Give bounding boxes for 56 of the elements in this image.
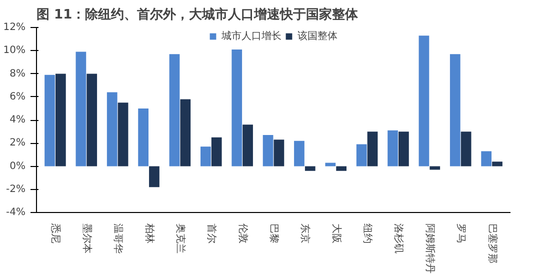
x-tick-label: 墨尔本: [80, 224, 93, 254]
x-tick-label: 阿姆斯特丹: [424, 224, 436, 274]
y-tick-label: 0%: [10, 160, 26, 172]
bar: [211, 137, 222, 166]
y-tick-label: 2%: [10, 138, 26, 149]
bar: [138, 108, 148, 166]
bar: [418, 36, 430, 166]
bar: [262, 135, 274, 166]
bar: [106, 92, 118, 166]
x-tick-label: 柏林: [143, 222, 156, 244]
bar: [336, 166, 347, 171]
bar: [200, 146, 211, 166]
bar: [242, 124, 253, 166]
bar: [55, 74, 66, 166]
y-tick-label: -2%: [6, 184, 26, 195]
x-tick-label: 首尔: [206, 224, 218, 244]
bar: [118, 102, 128, 166]
y-tick-label: 10%: [3, 45, 26, 56]
y-tick-label: 4%: [10, 114, 26, 126]
x-tick-label: 奥克兰: [174, 224, 186, 254]
bar: [450, 54, 460, 166]
bar: [398, 132, 409, 166]
bar: [388, 130, 398, 166]
chart-title: 图 11：除纽约、首尔外，大城市人口增速快于国家整体: [36, 6, 360, 22]
bar: [274, 140, 284, 166]
y-tick-label: 12%: [3, 22, 26, 33]
bar: [44, 74, 55, 166]
bar: [232, 49, 242, 166]
y-tick-label: -4%: [6, 207, 26, 218]
bar: [325, 162, 336, 166]
bar: [492, 162, 502, 166]
x-tick-label: 罗马: [455, 224, 466, 244]
x-tick-label: 洛杉矶: [392, 224, 405, 254]
x-tick-label: 纽约: [362, 224, 374, 244]
bar: [356, 144, 367, 166]
x-tick-label: 伦敦: [236, 224, 249, 244]
x-tick-label: 巴塞罗那: [486, 224, 498, 264]
bar: [180, 99, 191, 166]
bar: [460, 132, 472, 166]
bar: [149, 166, 160, 188]
bar: [367, 132, 378, 166]
y-tick-label: 8%: [10, 68, 26, 80]
bar: [76, 52, 86, 166]
x-tick-label: 悉尼: [50, 222, 62, 244]
y-tick-label: 6%: [10, 91, 26, 102]
x-tick-label: 大阪: [330, 224, 342, 244]
bar: [304, 166, 316, 171]
bar: [481, 151, 492, 166]
x-tick-label: 东京: [299, 224, 312, 244]
legend-label: 城市人口增长: [222, 30, 282, 43]
bar: [86, 74, 98, 166]
x-tick-label: 温哥华: [112, 224, 124, 254]
legend-label: 该国整体: [298, 30, 338, 43]
bar: [294, 140, 304, 166]
bar: [169, 54, 180, 166]
x-tick-label: 巴黎: [268, 224, 280, 244]
